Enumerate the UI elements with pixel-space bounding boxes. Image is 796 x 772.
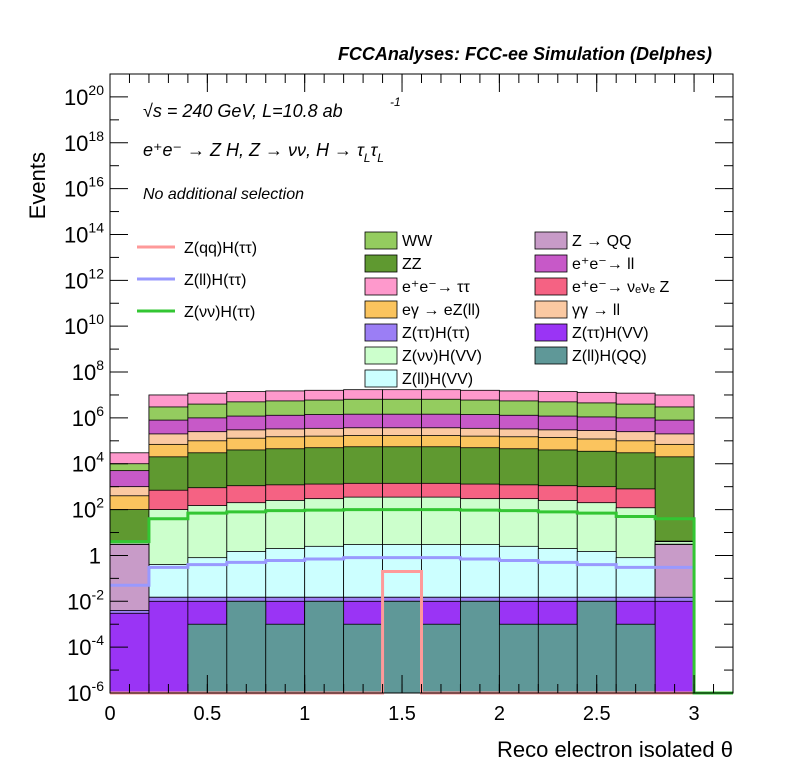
legend-swatch [364,231,398,250]
legend-swatch [364,323,398,342]
legend-label: WW [402,233,433,250]
bar-z-h-vv- [654,600,695,694]
legend-swatch [534,254,568,273]
legend-label: Z(ττ)H(VV) [572,325,649,342]
process-text: e⁺e⁻ → Z H, Z → νν, H → τLτL [143,140,384,165]
legend-swatch [364,254,398,273]
legend-label: Z(ττ)H(ττ) [402,325,470,342]
y-tick-label: 1 [89,543,101,568]
bar-z-ll-h-qq- [265,623,306,694]
legend-label: Z(νν)H(VV) [402,348,482,365]
bar-z-ll-h-qq- [421,623,461,694]
legend-swatch [364,300,398,319]
axes: 0 0.5 1 1.5 2 2.5 3 10-6 10-4 10-2 1 102 104 106 108 10… [64,73,733,725]
y-tick-label: 1020 [64,82,104,110]
process-main: e⁺e⁻ → Z H, Z → νν, H → τ [143,140,365,160]
legend-label: Z → QQ [572,233,632,250]
process-subscript-1: L [364,151,371,165]
x-tick-label: 0.5 [193,703,221,725]
bar-z-ll-h-qq- [304,600,345,694]
legend-label: e⁺e⁻→ ττ [402,279,470,296]
x-tick-label: 2 [494,703,505,725]
signal-line-z-ll-h- [110,556,695,587]
process-subscript-2: L [377,151,384,165]
y-tick-label: 104 [72,449,104,477]
bar-z-ll-h-qq- [343,623,383,694]
legend-signal-label: Z(ll)H(ττ) [184,272,246,289]
x-tick-label: 3 [689,703,700,725]
selection-annotation: No additional selection [143,186,304,203]
y-tick-label: 102 [72,495,104,523]
bar-z-ll-h-qq- [226,600,267,694]
process-tau-2: τ [370,140,378,160]
y-tick-label: 10-2 [67,586,104,614]
x-axis-label: Reco electron isolated θ [497,737,733,762]
legend-swatch [364,346,398,365]
legend-swatch [534,346,568,365]
energy-text: √s = 240 GeV, L=10.8 ab [143,101,343,121]
process-annotation: e⁺e⁻ → Z H, Z → νν, H → τLτL [143,140,384,165]
bar-z-ll-h-qq- [615,623,656,694]
y-tick-label: 10-6 [67,678,104,706]
bar-z-h-vv- [109,612,150,694]
legend-label: e⁺e⁻→ νₑνₑ Z [572,279,669,296]
y-axis-label: Events [25,152,50,219]
energy-annotation: √s = 240 GeV, L=10.8 ab -1 [143,95,401,121]
y-tick-label: 106 [72,403,104,431]
bar-z-ll-h-qq- [537,623,578,694]
y-tick-label: 1018 [64,128,104,156]
stack-z-ll-h-qq- [187,600,656,694]
legend-label: eγ → eZ(ll) [402,302,480,319]
legend-label: Z(ll)H(QQ) [572,348,647,365]
legend-label: e⁺e⁻→ ll [572,256,634,273]
y-tick-label: 1014 [64,219,104,247]
x-tick-label: 1.5 [388,703,416,725]
legend-label: γγ → ll [572,302,620,319]
legend-signals: Z(qq)H(ττ) Z(ll)H(ττ) Z(νν)H(ττ) [137,240,257,321]
bar-z-h-vv- [148,600,189,694]
plot-title: FCCAnalyses: FCC-ee Simulation (Delphes) [338,44,712,64]
legend-signal-label: Z(νν)H(ττ) [184,304,255,321]
x-tick-label: 0 [104,703,115,725]
x-tick-label: 2.5 [583,703,611,725]
legend-swatch [534,323,568,342]
legend-signal-label: Z(qq)H(ττ) [184,240,257,257]
y-tick-label: 10-4 [67,632,104,660]
y-tick-label: 1010 [64,311,104,339]
legend-label: Z(ll)H(VV) [402,371,473,388]
legend-swatch [534,231,568,250]
legend-swatch [534,300,568,319]
y-tick-label: 108 [72,357,104,385]
bar-z-ll-h-qq- [460,600,500,694]
legend-swatch [364,277,398,296]
legend-swatch [364,369,398,388]
stacked-histograms [109,389,695,694]
x-tick-label: 1 [299,703,310,725]
y-tick-label: 1012 [64,265,104,293]
y-tick-label: 1016 [64,174,104,202]
bar-z-ll-h-qq- [498,623,539,694]
legend-backgrounds: WW Z → QQ ZZ e⁺e⁻→ ll e⁺e⁻→ ττ e⁺e⁻→ νₑνₑ Z eγ… [364,231,669,388]
legend-label: ZZ [402,256,422,273]
signal-line-z-h- [110,508,733,695]
legend-swatch [534,277,568,296]
energy-exponent: -1 [390,95,401,109]
